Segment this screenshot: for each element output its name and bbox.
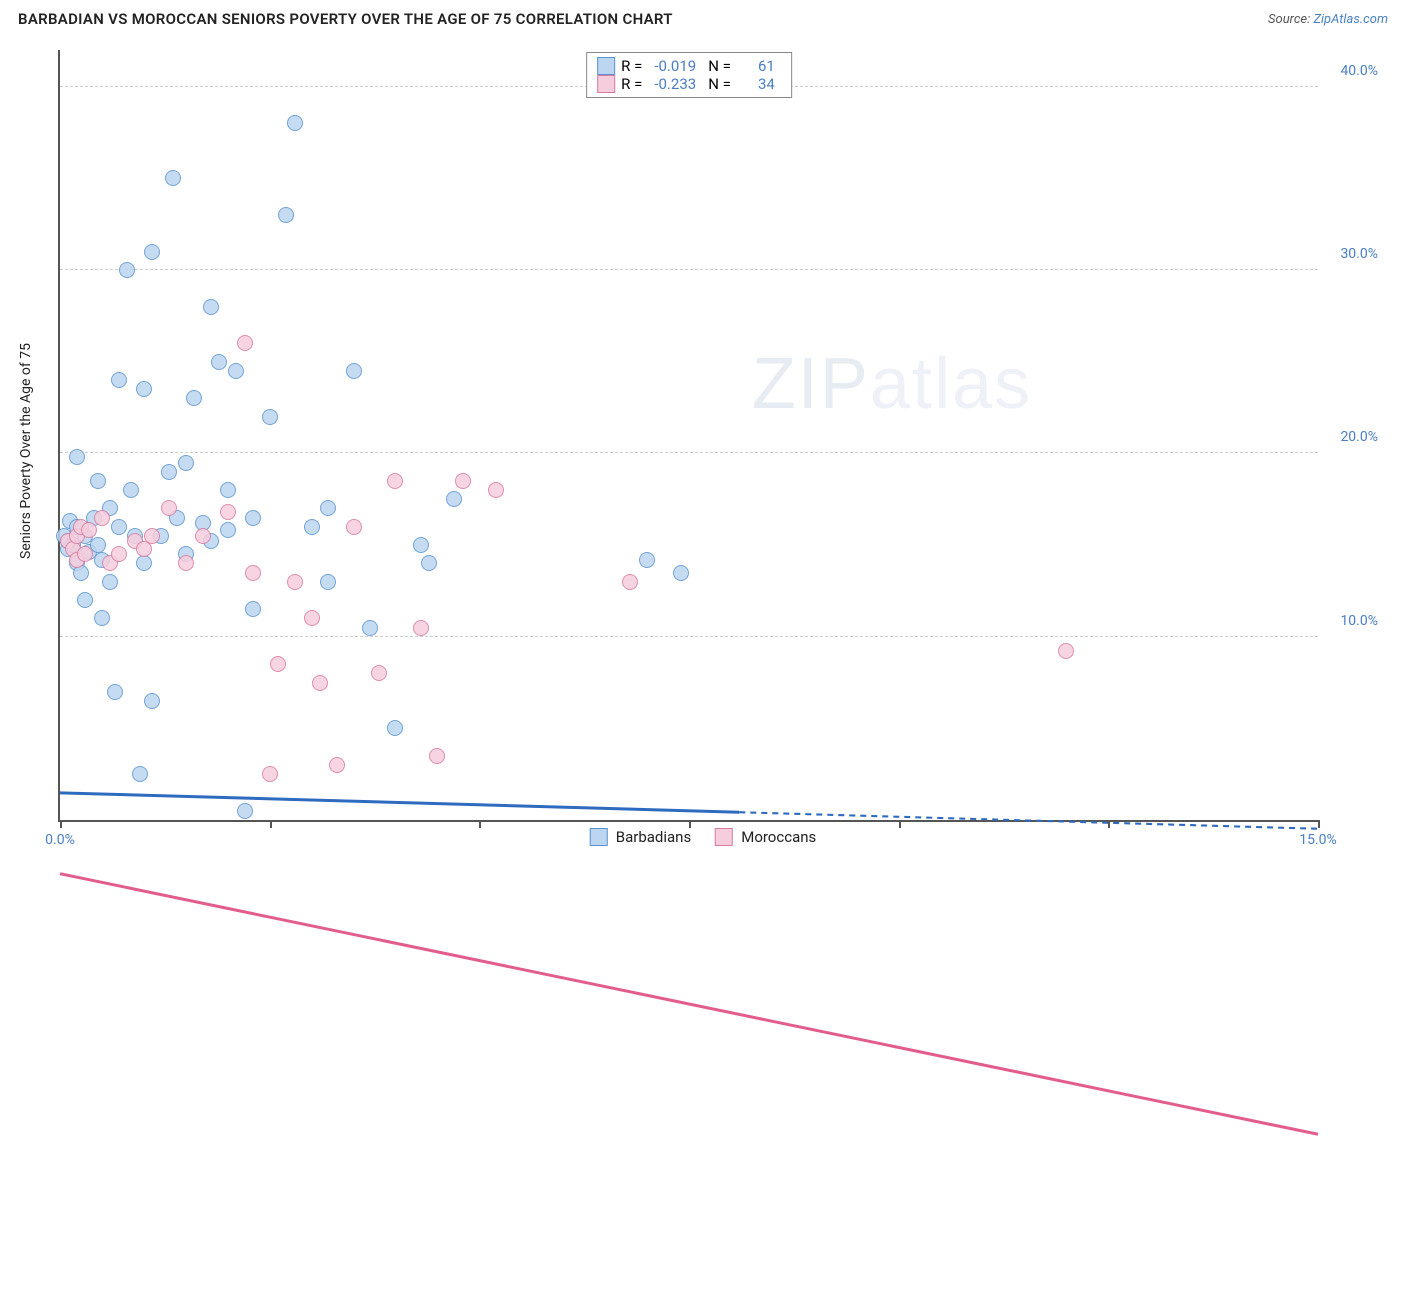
data-point <box>111 519 127 535</box>
legend-item-barbadians: Barbadians <box>590 828 691 846</box>
data-point <box>211 354 227 370</box>
y-tick-label: 30.0% <box>1340 246 1378 262</box>
data-point <box>1058 643 1074 659</box>
data-point <box>81 522 97 538</box>
legend-bottom: Barbadians Moroccans <box>590 828 817 846</box>
data-point <box>262 409 278 425</box>
data-point <box>94 610 110 626</box>
data-point <box>387 473 403 489</box>
source-label: Source: <box>1268 12 1310 27</box>
data-point <box>111 546 127 562</box>
data-point <box>245 601 261 617</box>
data-point <box>278 207 294 223</box>
data-point <box>312 675 328 691</box>
trend-lines <box>60 50 1318 1308</box>
data-point <box>387 720 403 736</box>
data-point <box>488 482 504 498</box>
data-point <box>673 565 689 581</box>
data-point <box>178 455 194 471</box>
data-point <box>161 464 177 480</box>
data-point <box>245 565 261 581</box>
data-point <box>320 500 336 516</box>
watermark: ZIPatlas <box>752 343 1032 425</box>
data-point <box>446 491 462 507</box>
data-point <box>362 620 378 636</box>
y-axis-title: Seniors Poverty Over the Age of 75 <box>18 343 34 559</box>
legend-swatch-moroccans <box>715 828 733 846</box>
data-point <box>132 766 148 782</box>
y-tick-label: 20.0% <box>1340 429 1378 445</box>
data-point <box>245 510 261 526</box>
y-tick-label: 10.0% <box>1340 613 1378 629</box>
data-point <box>94 510 110 526</box>
data-point <box>203 299 219 315</box>
data-point <box>178 555 194 571</box>
data-point <box>455 473 471 489</box>
data-point <box>144 244 160 260</box>
data-point <box>287 115 303 131</box>
data-point <box>262 766 278 782</box>
data-point <box>429 748 445 764</box>
header: BARBADIAN VS MOROCCAN SENIORS POVERTY OV… <box>0 0 1406 34</box>
data-point <box>220 482 236 498</box>
data-point <box>413 620 429 636</box>
data-point <box>237 335 253 351</box>
data-point <box>186 390 202 406</box>
data-point <box>69 449 85 465</box>
data-point <box>90 473 106 489</box>
swatch-moroccans <box>597 75 615 93</box>
data-point <box>161 500 177 516</box>
legend-item-moroccans: Moroccans <box>715 828 816 846</box>
data-point <box>228 363 244 379</box>
swatch-barbadians <box>597 57 615 75</box>
data-point <box>320 574 336 590</box>
data-point <box>346 519 362 535</box>
data-point <box>220 504 236 520</box>
stats-legend: R = -0.019 N = 61 R = -0.233 N = 34 <box>586 52 792 98</box>
data-point <box>304 610 320 626</box>
data-point <box>346 363 362 379</box>
data-point <box>102 574 118 590</box>
data-point <box>77 546 93 562</box>
y-tick-label: 40.0% <box>1340 63 1378 79</box>
data-point <box>270 656 286 672</box>
data-point <box>195 528 211 544</box>
data-point <box>123 482 139 498</box>
stats-row-1: R = -0.233 N = 34 <box>597 75 781 93</box>
chart-title: BARBADIAN VS MOROCCAN SENIORS POVERTY OV… <box>18 10 673 28</box>
data-point <box>165 170 181 186</box>
data-point <box>622 574 638 590</box>
data-point <box>107 684 123 700</box>
data-point <box>329 757 345 773</box>
x-tick-label: 0.0% <box>45 832 75 848</box>
data-point <box>220 522 236 538</box>
legend-swatch-barbadians <box>590 828 608 846</box>
data-point <box>304 519 320 535</box>
data-point <box>371 665 387 681</box>
source: Source: ZipAtlas.com <box>1268 12 1388 27</box>
plot-area: ZIPatlas R = -0.019 N = 61 R = -0.233 N … <box>58 50 1318 822</box>
data-point <box>413 537 429 553</box>
data-point <box>639 552 655 568</box>
stats-row-0: R = -0.019 N = 61 <box>597 57 781 75</box>
data-point <box>119 262 135 278</box>
source-link[interactable]: ZipAtlas.com <box>1313 12 1388 27</box>
data-point <box>136 555 152 571</box>
data-point <box>77 592 93 608</box>
data-point <box>144 528 160 544</box>
data-point <box>237 803 253 819</box>
chart: Seniors Poverty Over the Age of 75 ZIPat… <box>18 50 1388 852</box>
data-point <box>111 372 127 388</box>
data-point <box>136 381 152 397</box>
data-point <box>287 574 303 590</box>
data-point <box>144 693 160 709</box>
data-point <box>421 555 437 571</box>
x-tick-label: 15.0% <box>1299 832 1337 848</box>
